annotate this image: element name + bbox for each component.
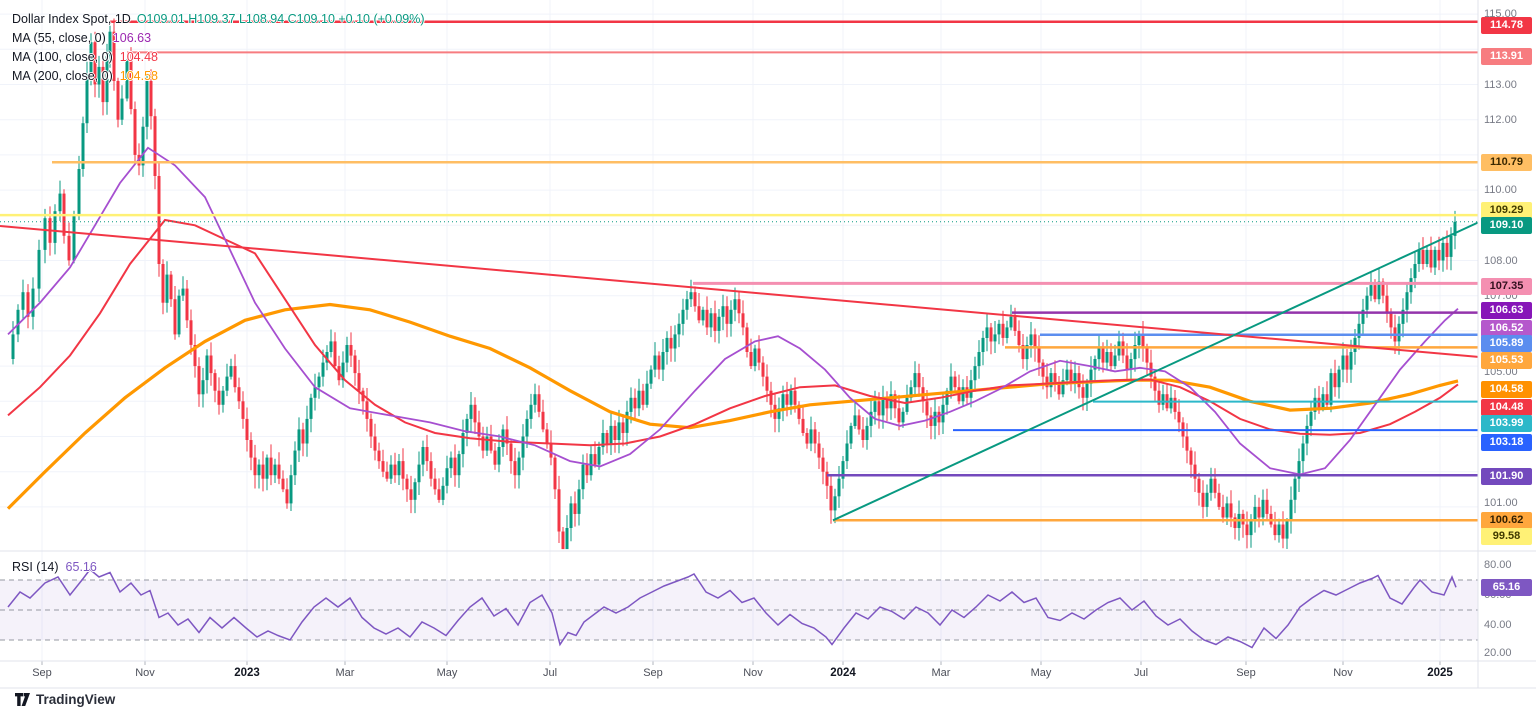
price-axis[interactable]: 115.00 113.00 112.00 110.00 108.00 107.00 105.… bbox=[1478, 0, 1536, 690]
rsi-tick-40.00: 40.00 bbox=[1484, 619, 1512, 631]
ma-legend-row-0[interactable]: MA (55, close, 0) 106.63 bbox=[12, 29, 425, 48]
price-tick-108.00: 108.00 bbox=[1484, 254, 1518, 267]
time-label-May: May bbox=[1030, 667, 1052, 679]
price-label-114.78: 114.78 bbox=[1481, 17, 1532, 35]
price-label-106.63: 106.63 bbox=[1481, 302, 1532, 320]
price-label-109.10: 109.10 bbox=[1481, 217, 1532, 235]
price-label-110.79: 110.79 bbox=[1481, 153, 1532, 171]
price-label-100.62: 100.62 bbox=[1481, 511, 1532, 529]
symbol-title: Dollar Index Spot, 1D bbox=[12, 12, 131, 26]
time-label-Sep: Sep bbox=[1236, 667, 1256, 679]
time-label-2024: 2024 bbox=[830, 667, 856, 679]
rsi-label: RSI (14) bbox=[12, 560, 59, 574]
price-tick-112.00: 112.00 bbox=[1484, 113, 1517, 126]
time-label-Nov: Nov bbox=[135, 667, 155, 679]
time-label-Mar: Mar bbox=[335, 667, 355, 679]
price-label-103.18: 103.18 bbox=[1481, 433, 1532, 451]
rsi-tick-80.00: 80.00 bbox=[1484, 559, 1512, 571]
time-label-Mar: Mar bbox=[931, 667, 951, 679]
price-label-99.58: 99.58 bbox=[1481, 528, 1532, 546]
price-label-103.99: 103.99 bbox=[1481, 415, 1532, 433]
price-label-104.48: 104.48 bbox=[1481, 398, 1532, 416]
price-label-107.35: 107.35 bbox=[1481, 277, 1532, 295]
tradingview-logo-icon bbox=[15, 693, 30, 706]
rsi-tick-20.00: 20.00 bbox=[1484, 647, 1512, 659]
price-label-105.53: 105.53 bbox=[1481, 351, 1532, 369]
time-label-May: May bbox=[436, 667, 458, 679]
price-label-101.90: 101.90 bbox=[1481, 467, 1532, 485]
ma-label: MA (100, close, 0) bbox=[12, 50, 113, 64]
ma-legend-row-1[interactable]: MA (100, close, 0) 104.48 bbox=[12, 48, 425, 67]
rsi-value: 65.16 bbox=[65, 560, 97, 574]
price-label-109.29: 109.29 bbox=[1481, 201, 1532, 219]
main-legend: Dollar Index Spot, 1D O109.01 H109.37 L10… bbox=[12, 10, 425, 86]
time-label-2025: 2025 bbox=[1427, 667, 1453, 679]
symbol-legend-row[interactable]: Dollar Index Spot, 1D O109.01 H109.37 L10… bbox=[12, 10, 425, 29]
tradingview-logo[interactable]: TradingView bbox=[14, 692, 115, 707]
time-axis[interactable]: Sep Nov 2023 Mar May Jul Sep Nov 2024 Mar May Jul Se… bbox=[0, 661, 1536, 689]
ma-value: 106.63 bbox=[112, 31, 152, 45]
time-label-Sep: Sep bbox=[32, 667, 52, 679]
rsi-value-label: 65.16 bbox=[1481, 578, 1532, 596]
ma-label: MA (55, close, 0) bbox=[12, 31, 106, 45]
ma-label: MA (200, close, 0) bbox=[12, 69, 113, 83]
price-label-113.91: 113.91 bbox=[1481, 47, 1532, 65]
ohlc-values: O109.01 H109.37 L108.94 C109.10 +0.10 (+… bbox=[136, 12, 425, 26]
rsi-legend-row[interactable]: RSI (14) 65.16 bbox=[12, 558, 97, 576]
price-label-106.52: 106.52 bbox=[1481, 320, 1532, 338]
time-label-Nov: Nov bbox=[743, 667, 763, 679]
price-tick-105.00: 105.00 bbox=[1484, 366, 1518, 379]
tradingview-logo-text: TradingView bbox=[36, 692, 116, 707]
time-label-Jul: Jul bbox=[542, 667, 558, 679]
ma-legend-row-2[interactable]: MA (200, close, 0) 104.58 bbox=[12, 67, 425, 86]
ma-value: 104.48 bbox=[119, 50, 158, 64]
time-label-Nov: Nov bbox=[1333, 667, 1353, 679]
price-tick-110.00: 110.00 bbox=[1484, 184, 1517, 197]
time-label-Jul: Jul bbox=[1133, 667, 1149, 679]
price-tick-101.00: 101.00 bbox=[1484, 496, 1518, 509]
price-label-105.89: 105.89 bbox=[1481, 335, 1532, 353]
price-label-104.58: 104.58 bbox=[1481, 381, 1532, 399]
time-label-Sep: Sep bbox=[643, 667, 663, 679]
price-tick-115.00: 115.00 bbox=[1484, 8, 1517, 21]
price-tick-113.00: 113.00 bbox=[1484, 78, 1517, 91]
ma-value: 104.58 bbox=[119, 69, 158, 83]
time-label-2023: 2023 bbox=[234, 667, 260, 679]
ma-legend-rows: MA (55, close, 0) 106.63 MA (100, close, 0… bbox=[12, 29, 425, 86]
